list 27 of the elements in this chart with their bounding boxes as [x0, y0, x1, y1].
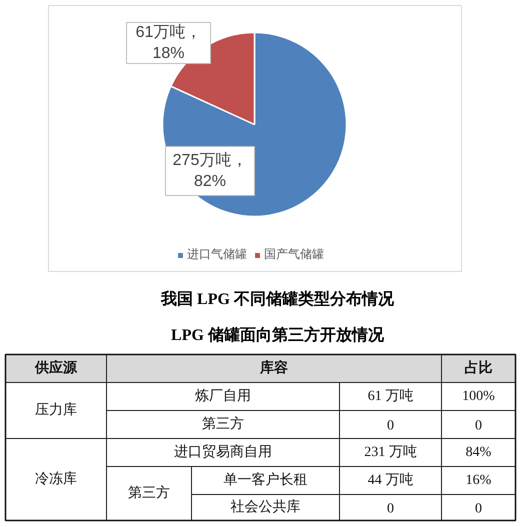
- text: 社会公共库: [230, 499, 300, 515]
- text: 库容: [259, 359, 288, 376]
- text: LPG 储罐面向第三方开放情况: [171, 325, 385, 344]
- text: 压力库: [35, 402, 77, 418]
- text: 第三方: [202, 416, 244, 432]
- text: 84%: [466, 445, 492, 460]
- text: 单一客户长租: [224, 472, 308, 488]
- text: 16%: [466, 473, 492, 488]
- text: 0: [387, 502, 394, 516]
- text: 0: [387, 418, 394, 434]
- legend-label: 国产气储罐: [264, 246, 324, 263]
- text: 占比: [464, 360, 492, 376]
- text: 44 万吨: [368, 472, 414, 488]
- text: 我国 LPG 不同储罐类型分布情况: [160, 290, 395, 308]
- data-label: 61万吨， 18%: [136, 22, 202, 62]
- text: 供应源: [34, 359, 78, 376]
- text: 炼厂自用: [195, 388, 251, 404]
- text: 0: [475, 418, 482, 434]
- text: 61 万吨: [368, 388, 414, 404]
- text: 100%: [462, 389, 496, 404]
- data-label: 275万吨， 82%: [172, 150, 248, 190]
- text: 进口贸易商自用: [174, 444, 272, 460]
- legend-label: 进口气储罐: [187, 246, 247, 263]
- text: 231 万吨: [364, 444, 417, 460]
- text: 冷冻库: [35, 471, 77, 487]
- text: 0: [475, 502, 482, 516]
- text: 第三方: [128, 485, 170, 501]
